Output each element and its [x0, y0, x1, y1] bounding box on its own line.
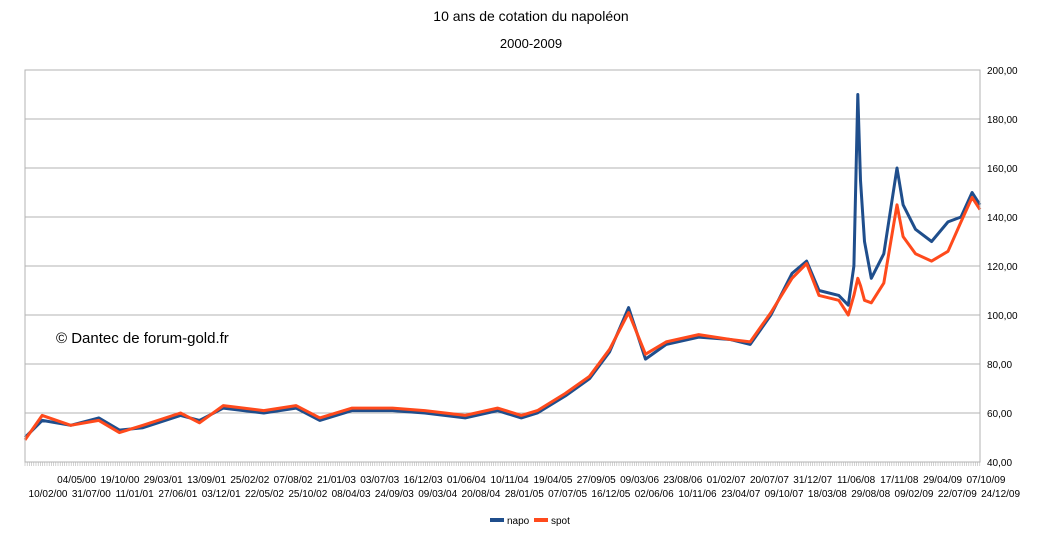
plot-area-frame [24, 69, 981, 463]
legend-label-spot: spot [551, 516, 570, 527]
x-tick-label: 27/09/05 [577, 475, 616, 486]
x-tick-label: 09/03/06 [620, 475, 659, 486]
y-tick-label: 200,00 [987, 66, 1018, 77]
y-axis-ticks: 40,00 60,00 80,00 100,00 120,00 140,00 160,00 1… [987, 66, 1018, 469]
series-line-spot [23, 195, 982, 441]
x-tick-label: 31/12/07 [793, 475, 832, 486]
x-tick-label: 16/12/03 [404, 475, 443, 486]
x-tick-label: 19/10/00 [100, 475, 139, 486]
x-tick-label: 10/02/00 [29, 489, 68, 500]
x-tick-label: 24/09/03 [375, 489, 414, 500]
x-tick-label: 29/04/09 [923, 475, 962, 486]
copyright-annotation: © Dantec de forum-gold.fr [56, 330, 229, 347]
legend: napo spot [490, 516, 570, 527]
x-tick-label: 11/01/01 [116, 489, 155, 500]
x-tick-label: 09/10/07 [765, 489, 804, 500]
x-tick-label: 25/10/02 [288, 489, 327, 500]
x-tick-label: 19/04/05 [533, 475, 572, 486]
y-tick-label: 120,00 [987, 262, 1018, 273]
x-tick-label: 11/06/08 [837, 475, 876, 486]
x-tick-label: 02/06/06 [635, 489, 674, 500]
y-tick-label: 100,00 [987, 311, 1018, 322]
x-tick-label: 27/06/01 [158, 489, 197, 500]
x-tick-label: 22/05/02 [245, 489, 284, 500]
x-tick-label: 21/01/03 [317, 475, 356, 486]
y-tick-label: 60,00 [987, 409, 1012, 420]
x-tick-label: 09/03/04 [418, 489, 457, 500]
x-tick-label: 07/10/09 [966, 475, 1005, 486]
x-tick-label: 24/12/09 [981, 489, 1020, 500]
x-tick-label: 29/08/08 [851, 489, 890, 500]
chart-title: 10 ans de cotation du napoléon [433, 8, 628, 24]
x-tick-label: 01/06/04 [447, 475, 486, 486]
x-tick-label: 18/03/08 [808, 489, 847, 500]
series-lines [23, 93, 982, 441]
x-tick-label: 10/11/06 [678, 489, 717, 500]
x-tick-label: 25/02/02 [230, 475, 269, 486]
y-tick-label: 180,00 [987, 115, 1018, 126]
x-tick-label: 10/11/04 [491, 475, 530, 486]
x-tick-label: 31/07/00 [72, 489, 111, 500]
y-tick-label: 140,00 [987, 213, 1018, 224]
x-tick-label: 04/05/00 [57, 475, 96, 486]
x-tick-label: 29/03/01 [144, 475, 183, 486]
x-tick-label: 09/02/09 [895, 489, 934, 500]
x-tick-label: 07/07/05 [548, 489, 587, 500]
x-tick-label: 23/08/06 [663, 475, 702, 486]
x-tick-label: 08/04/03 [332, 489, 371, 500]
x-tick-label: 28/01/05 [505, 489, 544, 500]
x-tick-label: 16/12/05 [591, 489, 630, 500]
x-tick-label: 13/09/01 [187, 475, 226, 486]
y-tick-label: 80,00 [987, 360, 1012, 371]
x-tick-label: 01/02/07 [707, 475, 746, 486]
grid [25, 69, 980, 463]
chart-subtitle: 2000-2009 [500, 36, 562, 51]
x-tick-label: 17/11/08 [880, 475, 919, 486]
x-tick-label: 22/07/09 [938, 489, 977, 500]
x-tick-label: 07/08/02 [274, 475, 313, 486]
y-tick-label: 160,00 [987, 164, 1018, 175]
x-tick-label: 03/07/03 [360, 475, 399, 486]
x-tick-label: 20/07/07 [750, 475, 789, 486]
legend-label-napo: napo [507, 516, 530, 527]
x-tick-label: 03/12/01 [202, 489, 241, 500]
x-tick-label: 23/04/07 [721, 489, 760, 500]
x-tick-label: 20/08/04 [462, 489, 501, 500]
y-tick-label: 40,00 [987, 458, 1012, 469]
x-axis-ticks: 10/02/00 31/07/00 11/01/01 27/06/01 03/12/01… [24, 462, 1020, 500]
